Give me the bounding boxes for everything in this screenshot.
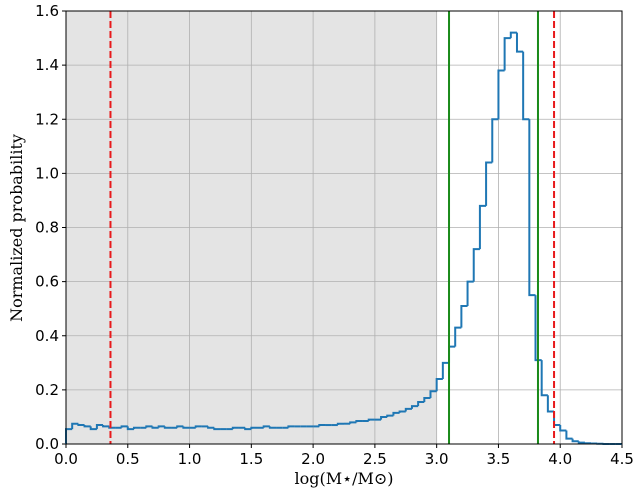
histogram-step <box>460 304 468 328</box>
histogram-step <box>95 424 104 430</box>
histogram-step <box>176 425 184 428</box>
histogram-step <box>540 360 548 397</box>
y-tick-label: 1.6 <box>35 2 59 20</box>
histogram-step <box>466 280 474 306</box>
y-tick-label: 1.2 <box>35 110 59 128</box>
histogram-step <box>398 410 406 413</box>
x-tick-label: 0.0 <box>54 450 78 468</box>
histogram-step <box>491 118 499 163</box>
histogram-step <box>497 69 505 120</box>
histogram-step <box>454 326 462 347</box>
histogram-step <box>262 425 270 428</box>
x-tick-label: 3.0 <box>425 450 449 468</box>
y-tick-label: 1.0 <box>35 164 59 182</box>
histogram-step <box>441 361 450 380</box>
histogram-step <box>213 427 221 431</box>
histogram-step <box>546 395 555 413</box>
histogram-step <box>392 411 400 416</box>
histogram-step <box>89 426 97 431</box>
histogram-step <box>367 418 375 421</box>
histogram-step <box>250 426 258 430</box>
histogram-step <box>231 426 239 430</box>
histogram-step <box>83 425 91 428</box>
histogram-step <box>435 378 443 392</box>
histogram-step <box>559 425 567 432</box>
histogram-step <box>77 423 85 427</box>
histogram-step <box>268 426 277 429</box>
histogram-step <box>380 415 388 420</box>
histogram-step <box>528 119 536 297</box>
histogram-step <box>478 204 487 250</box>
y-axis-label: Normalized probability <box>7 134 26 322</box>
histogram-step <box>503 37 511 71</box>
histogram-step <box>207 426 215 429</box>
histogram-step <box>126 426 134 431</box>
histogram-step <box>163 426 172 429</box>
histogram-step <box>336 422 344 426</box>
histogram-step <box>287 425 295 428</box>
y-tick-label: 0.0 <box>35 435 59 453</box>
histogram-step <box>151 426 159 429</box>
histogram-step <box>410 405 419 409</box>
x-tick-label: 3.5 <box>487 450 511 468</box>
x-tick-label: 1.5 <box>239 450 263 468</box>
histogram-step <box>108 426 116 429</box>
histogram-step <box>522 51 530 121</box>
histogram-step <box>565 430 573 440</box>
histogram-step <box>120 425 128 428</box>
histogram-step <box>355 419 363 423</box>
y-tick-label: 0.6 <box>35 273 59 291</box>
x-tick-label: 2.0 <box>301 450 325 468</box>
y-tick-label: 0.4 <box>35 327 59 345</box>
histogram-step <box>417 401 425 407</box>
y-tick-label: 0.2 <box>35 381 59 399</box>
histogram-step <box>404 407 412 412</box>
y-tick-label: 0.8 <box>35 219 59 237</box>
histogram-step <box>102 425 110 428</box>
x-axis-label: log(M⋆/M⊙) <box>294 469 393 488</box>
histogram-step <box>386 414 394 417</box>
x-tick-label: 4.5 <box>610 450 634 468</box>
x-tick-label: 4.0 <box>548 450 572 468</box>
histogram-step <box>583 442 592 445</box>
x-tick-label: 1.0 <box>178 450 202 468</box>
histogram-step <box>509 31 517 39</box>
histogram-step <box>194 425 202 428</box>
histogram-step <box>349 421 357 424</box>
y-tick-label: 1.4 <box>35 56 59 74</box>
histogram-step <box>244 427 252 431</box>
histogram-step <box>145 425 153 428</box>
histogram-step <box>534 295 542 362</box>
x-tick-label: 0.5 <box>116 450 140 468</box>
plot-frame <box>65 10 623 445</box>
histogram-step <box>157 425 165 428</box>
histogram-step <box>182 426 190 429</box>
x-tick-label: 2.5 <box>363 450 387 468</box>
histogram-step <box>571 438 579 443</box>
histogram-step <box>577 441 585 444</box>
histogram-step <box>318 424 326 427</box>
histogram-step <box>429 390 437 398</box>
histogram-step <box>71 422 79 430</box>
histogram-step <box>423 396 431 403</box>
histogram-step <box>472 248 480 282</box>
histogram-step <box>515 32 524 53</box>
histogram-step <box>132 426 141 430</box>
histogram-step <box>485 161 493 206</box>
